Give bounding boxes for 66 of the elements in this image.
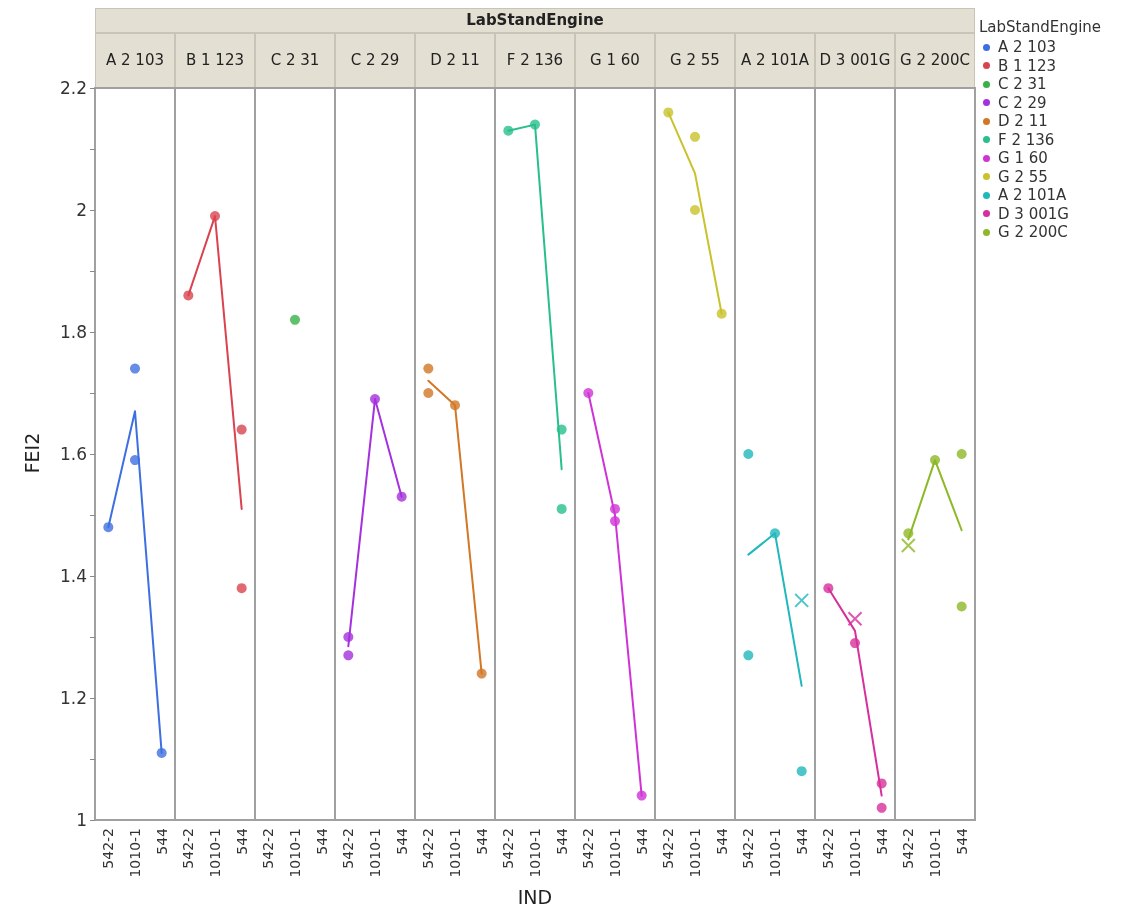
x-tick-label: 544 — [633, 827, 650, 855]
x-tick-label: 544 — [473, 827, 490, 855]
x-tick-label: 1010-1 — [847, 828, 863, 878]
chart-title: D 3 001G — [815, 33, 895, 88]
x-tick-label: 1010-1 — [927, 828, 943, 878]
x-tick-label: 542-2 — [260, 828, 277, 869]
x-axis-title: IND — [516, 886, 554, 908]
y-tick-label: 1.6 — [59, 444, 87, 464]
x-tick-label: 542-2 — [100, 828, 117, 869]
y-tick-label: 2 — [76, 200, 87, 220]
chart-title: G 1 60 — [575, 33, 655, 88]
chart-title: C 2 31 — [255, 33, 335, 88]
legend-label: G 2 200C — [998, 223, 1068, 242]
y-tick-label: 1.4 — [59, 566, 87, 586]
x-tick-label: 1010-1 — [127, 828, 143, 878]
x-tick-label: 1010-1 — [287, 828, 303, 878]
x-tick-label: 1010-1 — [207, 828, 223, 878]
legend-label: D 3 001G — [998, 204, 1069, 223]
x-tick-label: 1010-1 — [367, 828, 383, 878]
y-tick-label: 1 — [76, 810, 87, 830]
x-tick-label: 542-2 — [660, 828, 677, 869]
x-tick-label: 542-2 — [500, 828, 517, 869]
legend-label: G 1 60 — [998, 149, 1048, 168]
x-tick-label: 1010-1 — [447, 828, 463, 878]
y-tick-label: 2.2 — [59, 78, 87, 98]
x-tick-label: 542-2 — [340, 828, 357, 869]
x-tick-label: 544 — [553, 827, 570, 855]
x-tick-label: 542-2 — [820, 828, 837, 869]
y-tick-label: 1.8 — [59, 322, 87, 342]
chart-title: B 1 123 — [175, 33, 255, 88]
legend-label: D 2 11 — [998, 112, 1048, 131]
x-tick-label: 544 — [153, 827, 170, 855]
chart-title: G 2 55 — [655, 33, 735, 88]
x-tick-label: 1010-1 — [527, 828, 543, 878]
x-tick-label: 544 — [953, 827, 970, 855]
legend-label: B 1 123 — [998, 56, 1057, 75]
x-tick-label: 544 — [793, 827, 810, 855]
legend-label: C 2 31 — [998, 75, 1047, 94]
x-tick-label: 544 — [313, 827, 330, 855]
chart-title: F 2 136 — [495, 33, 575, 88]
x-tick-label: 542-2 — [420, 828, 437, 869]
chart-subtitle: LabStandEngine — [95, 8, 975, 33]
chart-title: D 2 11 — [415, 33, 495, 88]
chart-title: A 2 101A — [735, 33, 815, 88]
legend-label: F 2 136 — [998, 130, 1055, 149]
chart-title: A 2 103 — [95, 33, 175, 88]
legend-label: A 2 103 — [998, 38, 1056, 57]
legend-label: A 2 101A — [998, 186, 1067, 205]
x-tick-label: 542-2 — [740, 828, 757, 869]
y-tick-label: 1.2 — [59, 688, 87, 708]
x-tick-label: 542-2 — [900, 828, 917, 869]
x-tick-label: 1010-1 — [767, 828, 783, 878]
legend-title: LabStandEngine — [979, 18, 1102, 36]
x-tick-label: 544 — [233, 827, 250, 855]
y-axis-title: FEI2 — [21, 431, 43, 476]
x-tick-label: 544 — [393, 827, 410, 855]
x-tick-label: 542-2 — [580, 828, 597, 869]
x-tick-label: 1010-1 — [607, 828, 623, 878]
x-tick-label: 544 — [713, 827, 730, 855]
chart-title: C 2 29 — [335, 33, 415, 88]
x-tick-label: 544 — [873, 827, 890, 855]
x-tick-label: 1010-1 — [687, 828, 703, 878]
chart-title: G 2 200C — [895, 33, 975, 88]
x-tick-label: 542-2 — [180, 828, 197, 869]
legend-label: G 2 55 — [998, 167, 1048, 186]
legend-label: C 2 29 — [998, 93, 1047, 112]
